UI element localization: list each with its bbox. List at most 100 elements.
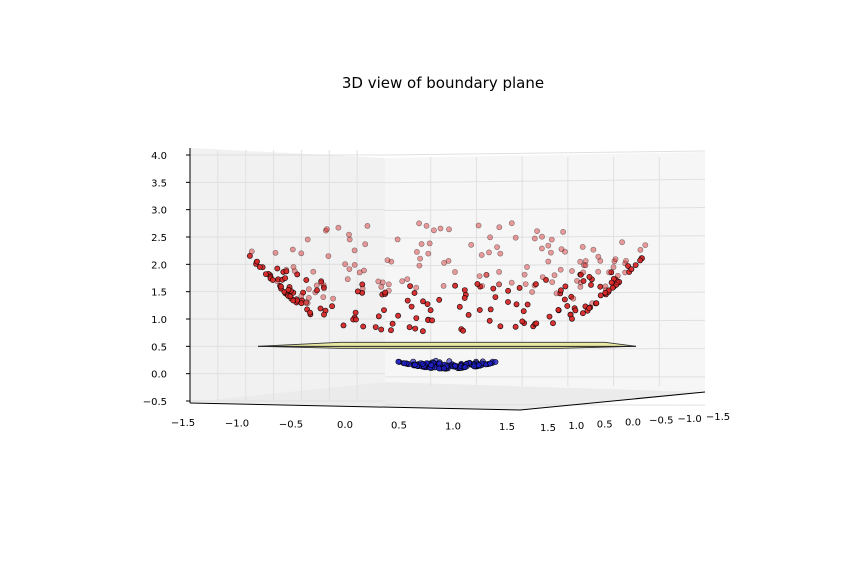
y-axis-line: [519, 391, 706, 411]
outer-point: [310, 268, 317, 275]
outer-point: [497, 250, 504, 257]
outer-point: [289, 246, 296, 253]
outer-point: [579, 243, 586, 250]
x-tick-label: −0.5: [279, 419, 303, 430]
outer-point: [456, 303, 463, 310]
outer-point: [581, 262, 587, 269]
outer-point: [305, 294, 312, 301]
outer-point: [394, 236, 401, 243]
grid-line-z-right: [384, 319, 706, 322]
inner-point: [419, 360, 426, 367]
x-tick-label: 0.5: [391, 421, 407, 432]
outer-point: [413, 284, 420, 291]
outer-point: [539, 274, 546, 280]
grid-line-z-right: [384, 263, 706, 267]
outer-point: [619, 239, 625, 246]
outer-point: [303, 299, 309, 306]
outer-point: [496, 281, 502, 288]
grid-line-z-right: [384, 206, 706, 211]
outer-point: [611, 258, 618, 265]
outer-point: [389, 320, 396, 327]
outer-point: [614, 272, 621, 279]
y-tick-label: −0.5: [649, 416, 673, 427]
outer-point: [590, 246, 597, 253]
outer-point: [256, 264, 263, 270]
outer-point: [322, 227, 329, 234]
outer-point: [614, 279, 621, 286]
outer-point: [508, 279, 515, 286]
outer-point: [508, 220, 515, 227]
outer-point: [446, 226, 452, 233]
outer-point: [354, 288, 361, 295]
outer-point: [551, 272, 558, 279]
outer-point: [602, 289, 609, 296]
outer-point: [378, 326, 385, 333]
outer-point: [521, 271, 528, 278]
y-tick-label: 1.5: [540, 423, 556, 434]
outer-point: [318, 278, 325, 285]
x-tick-label: 1.0: [445, 421, 461, 432]
outer-point: [588, 281, 594, 288]
inner-point: [452, 362, 459, 369]
outer-point: [476, 273, 483, 279]
outer-point: [529, 289, 535, 295]
outer-point: [335, 224, 342, 231]
outer-point: [562, 248, 568, 255]
outer-point: [586, 273, 593, 280]
outer-point: [360, 323, 367, 330]
outer-point: [533, 320, 540, 327]
outer-point: [586, 305, 593, 311]
right-back-pane: [385, 152, 705, 392]
outer-point: [346, 231, 352, 238]
outer-point: [298, 300, 305, 307]
outer-point: [262, 271, 269, 277]
z-tick-label: 1.0: [151, 315, 167, 326]
outer-point: [545, 258, 552, 265]
outer-point: [411, 290, 418, 296]
outer-point: [582, 262, 589, 269]
outer-point: [408, 303, 415, 310]
outer-point: [314, 287, 320, 294]
outer-point: [560, 228, 566, 235]
inner-point: [395, 358, 402, 365]
outer-point: [304, 300, 311, 306]
y-tick-label: 0.5: [597, 419, 613, 430]
outer-point: [321, 285, 327, 292]
outer-point: [379, 279, 386, 286]
outer-point: [468, 241, 475, 248]
outer-point: [372, 324, 379, 330]
inner-point: [436, 360, 443, 367]
outer-point: [425, 250, 432, 257]
outer-point: [582, 258, 589, 264]
outer-point: [475, 222, 482, 229]
outer-point: [569, 268, 575, 274]
outer-point: [612, 256, 619, 262]
outer-point: [330, 295, 336, 302]
outer-point: [513, 301, 520, 308]
outer-point: [609, 284, 616, 291]
outer-point: [300, 289, 306, 296]
outer-point: [597, 292, 604, 299]
z-tick-label: −0.5: [143, 397, 167, 408]
outer-point: [381, 307, 387, 313]
outer-point: [395, 312, 401, 319]
outer-point: [597, 257, 604, 264]
outer-points-series: [246, 220, 649, 335]
outer-point: [246, 252, 253, 259]
x-tick-label: −1.5: [171, 418, 195, 429]
outer-point: [426, 240, 433, 247]
outer-point: [557, 266, 564, 273]
x-axis-ticks: −1.5 −1.0 −0.5 0.0 0.5 1.0 1.5: [171, 418, 515, 433]
outer-point: [497, 323, 504, 330]
grid-line-z-right: [384, 150, 706, 156]
outer-point: [593, 300, 600, 307]
outer-point: [359, 281, 366, 288]
outer-point: [496, 281, 502, 288]
outer-point: [430, 227, 437, 234]
grid-line-z-right: [384, 404, 706, 406]
outer-point: [445, 257, 452, 264]
outer-point: [362, 241, 369, 248]
outer-point: [388, 258, 395, 265]
outer-point: [420, 298, 426, 305]
y-tick-label: −1.5: [706, 412, 730, 423]
